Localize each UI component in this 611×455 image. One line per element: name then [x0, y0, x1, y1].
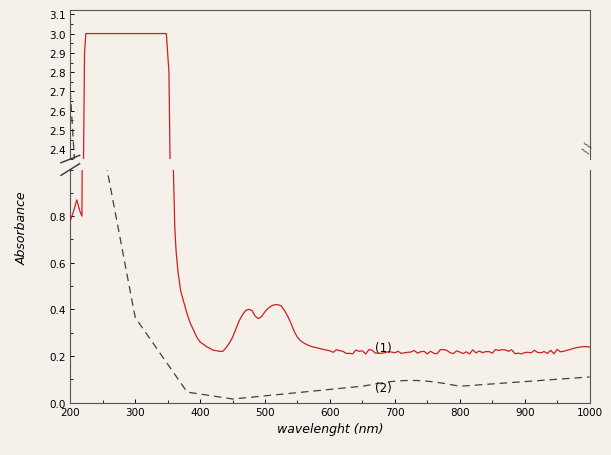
Text: (1): (1) [375, 342, 392, 354]
X-axis label: wavelenght (nm): wavelenght (nm) [277, 422, 383, 435]
Text: Absorbance: Absorbance [15, 191, 28, 264]
Text: (2): (2) [375, 381, 392, 394]
Text: / /: / / [582, 142, 595, 154]
